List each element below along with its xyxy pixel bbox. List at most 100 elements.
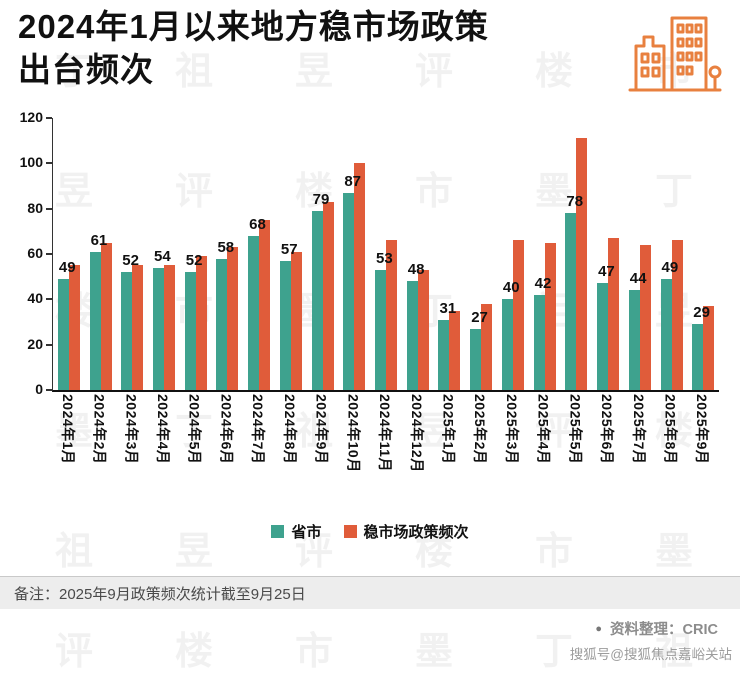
value-label: 87 [344,173,362,190]
value-label: 49 [661,259,679,276]
watermark-text: 楼 [175,631,214,673]
watermark-text: 楼 [535,51,574,93]
bar-稳市场政策频次 [449,311,461,390]
legend-swatch [343,525,357,538]
x-axis-labels: 2024年1月 2024年2月 2024年3月 2024年4月 2024年5月 2024年… [52,394,718,473]
bar-稳市场政策频次 [417,270,429,390]
x-tick-label: 2024年11月 [377,394,394,472]
bar-group-2024年12月: 48 [402,118,434,390]
bar-group-2025年8月: 49 [656,118,688,390]
bar-group-2024年6月: 58 [212,118,244,390]
bar-稳市场政策频次 [544,243,556,390]
footnote-bar: 备注：2025年9月政策频次统计截至9月25日 [0,576,740,609]
value-label: 52 [122,252,139,269]
watermark-text: 评 [55,631,94,673]
bar-省市 [565,213,577,390]
value-label: 42 [534,275,552,292]
bar-group-2024年7月: 68 [243,118,275,390]
value-label: 31 [439,300,457,317]
bar-省市 [248,236,260,390]
watermark-text: 市 [295,631,334,673]
buildings-icon [628,16,722,92]
x-tick-label: 2024年1月 [59,394,76,465]
x-tick-label: 2024年5月 [186,394,203,465]
x-tick: 2024年10月 [337,394,369,473]
bar-group-2024年1月: 49 [53,118,85,390]
value-label: 29 [693,304,710,321]
bar-稳市场政策频次 [481,304,493,390]
x-tick-label: 2025年5月 [567,394,584,465]
value-label: 27 [471,309,488,326]
bar-group-2024年2月: 61 [85,118,117,390]
x-tick-label: 2024年7月 [250,394,267,465]
x-tick: 2025年1月 [433,394,465,473]
x-tick-label: 2025年7月 [630,394,647,465]
bar-省市 [184,272,196,390]
x-tick-label: 2025年6月 [599,394,616,465]
bar-稳市场政策频次 [164,265,176,390]
x-tick-label: 2024年2月 [91,394,108,465]
bar-group-2025年3月: 40 [497,118,529,390]
value-label: 40 [502,279,520,296]
value-label: 48 [407,261,425,278]
bar-省市 [692,324,704,390]
legend-item-稳市场政策频次: 稳市场政策频次 [343,521,469,542]
bar-group-2025年9月: 29 [687,118,719,390]
value-label: 58 [217,239,235,256]
footnote-text: 备注：2025年9月政策频次统计截至9月25日 [14,585,306,603]
bar-稳市场政策频次 [100,243,112,390]
bar-group-2024年11月: 53 [370,118,402,390]
y-tick [46,298,52,300]
bar-省市 [628,290,640,390]
x-tick: 2025年6月 [591,394,623,473]
bar-稳市场政策频次 [703,306,715,390]
x-tick: 2024年12月 [401,394,433,473]
y-tick-label: 40 [27,290,43,306]
y-tick-label: 100 [19,154,43,170]
x-tick: 2025年9月 [686,394,718,473]
y-tick [46,344,52,346]
x-tick-label: 2024年8月 [281,394,298,465]
bar-group-2024年9月: 79 [307,118,339,390]
value-label: 44 [629,270,647,287]
x-tick: 2024年8月 [274,394,306,473]
x-tick-label: 2025年9月 [694,394,711,465]
bar-省市 [438,320,450,390]
bar-省市 [470,329,482,390]
page-title-line2: 出台频次 [18,50,154,88]
y-tick [46,162,52,164]
value-label: 54 [154,248,171,265]
x-tick-label: 2025年2月 [472,394,489,465]
legend-label: 稳市场政策频次 [363,524,469,541]
y-tick-label: 120 [19,109,43,125]
x-tick: 2024年9月 [306,394,338,473]
bar-省市 [533,295,545,390]
bar-稳市场政策频次 [639,245,651,390]
x-tick: 2024年1月 [52,394,84,473]
value-label: 53 [376,250,393,267]
value-label: 79 [312,191,330,208]
bar-group-2024年10月: 87 [338,118,370,390]
x-tick: 2025年3月 [496,394,528,473]
y-tick-label: 60 [27,245,43,261]
bar-group-2024年8月: 57 [275,118,307,390]
value-label: 61 [90,232,108,249]
bar-稳市场政策频次 [259,220,271,390]
bar-省市 [406,281,418,390]
x-tick: 2024年7月 [242,394,274,473]
x-tick: 2024年11月 [369,394,401,473]
x-tick-label: 2025年3月 [503,394,520,465]
bar-group-2025年2月: 27 [465,118,497,390]
bar-省市 [57,279,69,390]
bar-稳市场政策频次 [354,163,366,390]
bar-稳市场政策频次 [227,247,239,390]
y-tick [46,389,52,391]
x-tick-label: 2025年8月 [662,394,679,465]
value-label: 49 [58,259,76,276]
x-tick: 2024年4月 [147,394,179,473]
bullet-icon: ● [595,622,603,635]
x-tick-label: 2024年10月 [345,394,362,473]
sohu-watermark: 搜狐号@搜狐焦点嘉峪关站 [569,647,732,662]
data-source: ● 资料整理：CRIC [595,618,718,639]
bar-省市 [89,252,101,390]
